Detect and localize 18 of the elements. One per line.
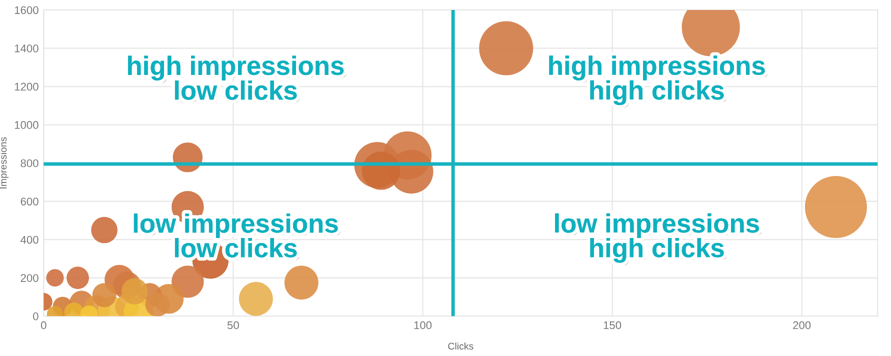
x-tick-label: 0 (41, 321, 46, 330)
y-tick-label: 600 (20, 198, 38, 206)
x-tick-label: 200 (793, 321, 811, 330)
y-tick-label: 200 (20, 274, 38, 282)
y-tick-label: 1600 (14, 6, 38, 14)
y-tick-label: 0 (33, 312, 38, 320)
x-tick-label: 100 (414, 321, 432, 330)
y-tick-label: 400 (20, 236, 38, 244)
x-tick-label: 150 (604, 321, 622, 330)
annotation: low impressions high clicks (555, 213, 762, 266)
annotation: high impressions high clicks (549, 56, 768, 108)
y-tick-label: 1200 (14, 82, 38, 91)
x-axis-title: Clicks (448, 342, 474, 350)
annotation: high impressions low clicks (128, 56, 346, 103)
x-tick-label: 50 (227, 321, 239, 330)
y-tick-label: 1000 (14, 121, 38, 129)
y-tick-label: 1400 (14, 44, 38, 52)
y-tick-label: 800 (20, 159, 38, 168)
